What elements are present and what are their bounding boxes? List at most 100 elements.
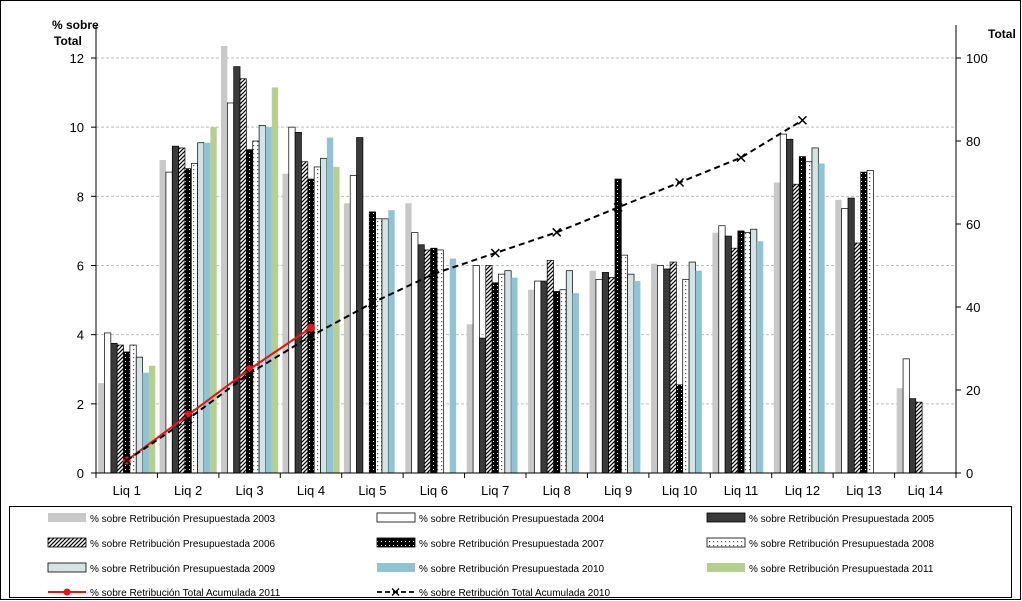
x-tick-label: Liq 8 [543, 483, 571, 498]
bar-white [595, 278, 603, 474]
bar-dotted-white [866, 170, 874, 474]
bar-dotted-white [559, 289, 567, 474]
legend-swatch-dotted-black [376, 537, 416, 548]
y-right-tick-label: 60 [966, 217, 980, 232]
bar-darkgray [110, 342, 118, 474]
axes: 0 2 4 6 8 10 12 0 20 40 60 80 100 Liq 1 Liq 2 Liq 3 Liq … [70, 25, 988, 498]
x-tick-label: Liq 5 [358, 483, 386, 498]
bar-hatched [792, 183, 800, 474]
point-acumulada-2010 [552, 227, 562, 237]
bar-hatched [915, 401, 923, 474]
legend-box [9, 506, 1012, 598]
point-acumulada-2010 [675, 177, 685, 188]
legend-swatch-lightteal [47, 562, 87, 573]
bar-dotted-white [252, 140, 260, 474]
bar-lightblue [695, 270, 702, 473]
bar-gray [835, 199, 842, 473]
legend-label: % sobre Retribución Presupuestada 2003 [90, 514, 276, 525]
bar-gray [712, 232, 719, 473]
bar-white [534, 280, 542, 474]
bar-darkgray [724, 235, 732, 474]
bar-gray [220, 45, 228, 473]
bar-darkgray [847, 197, 855, 474]
bar-white [104, 332, 112, 474]
bar-lightblue [818, 163, 825, 473]
bar-gray [343, 203, 351, 473]
bar-lightblue [634, 281, 641, 473]
y-left-tick-label: 8 [77, 189, 84, 204]
bar-gray [589, 270, 596, 473]
y-right-tick-label: 80 [966, 134, 980, 149]
bar-lightblue [204, 142, 211, 473]
bar-hatched [546, 259, 554, 474]
bar-green [210, 127, 217, 474]
bar-gray [282, 173, 289, 473]
bar-lightblue [756, 241, 764, 473]
bar-white [288, 126, 296, 474]
x-tick-label: Liq 7 [481, 483, 509, 498]
bar-white [656, 265, 665, 474]
x-tick-label: Liq 13 [846, 483, 881, 498]
bar-lightteal [504, 270, 512, 474]
point-acumulada-2010 [367, 298, 377, 308]
bar-lightblue [326, 137, 334, 473]
legend-swatch-lightblue [377, 563, 415, 572]
y-left-tick-label: 0 [77, 466, 84, 481]
bar-dotted-white [436, 249, 444, 474]
bar-white [226, 102, 235, 474]
y-right-tick-label: 100 [966, 51, 988, 66]
y-axis-left-title-line2: Total [54, 34, 82, 48]
bar-dotted-white [190, 163, 199, 474]
bar-white [411, 232, 419, 474]
point-acumulada-2010 [797, 115, 807, 125]
bar-darkgray [540, 280, 548, 474]
y-right-tick-label: 20 [966, 383, 980, 398]
bar-darkgray [356, 137, 364, 474]
bar-dotted-black [430, 247, 438, 474]
y-left-tick-label: 2 [77, 397, 84, 412]
bar-lightteal [135, 356, 143, 474]
bar-dotted-black [368, 211, 376, 474]
bar-dotted-black [553, 291, 561, 474]
bar-dotted-black [491, 282, 499, 474]
legend-label: % sobre Retribución Presupuestada 2006 [90, 539, 276, 550]
bar-dotted-white [682, 278, 690, 474]
point-acumulada-2011 [184, 410, 193, 419]
legend-label: % sobre Retribución Presupuestada 2007 [419, 539, 605, 550]
bar-hatched [239, 78, 247, 474]
legend-label: % sobre Retribución Presupuestada 2010 [419, 564, 605, 575]
y-right-tick-label: 40 [966, 300, 980, 315]
bar-white [841, 208, 849, 474]
x-tick-label: Liq 4 [297, 483, 325, 498]
bar-darkgray [294, 132, 302, 474]
y-axis-left-title-line1: % sobre [52, 18, 99, 32]
legend-swatch-green [707, 563, 745, 572]
line-acumulada-2010 [126, 119, 803, 462]
bar-dotted-black [860, 171, 868, 474]
bar-gray [159, 160, 166, 474]
bar-white [779, 133, 787, 474]
bar-darkgray [601, 272, 609, 474]
lines [122, 115, 807, 466]
bar-hatched [423, 249, 432, 474]
y-axis-right-title: Total [988, 27, 1016, 41]
x-tick-label: Liq 10 [662, 483, 697, 498]
bar-darkgray [417, 244, 425, 474]
y-left-tick-label: 10 [70, 120, 84, 135]
bar-white [349, 175, 357, 474]
y-left-tick-label: 6 [77, 259, 84, 274]
legend-label: % sobre Retribución Total Acumulada 2011 [90, 588, 281, 599]
point-acumulada-2010 [613, 202, 623, 212]
bar-hatched [853, 242, 862, 474]
point-acumulada-2010 [306, 331, 316, 341]
bar-white [718, 225, 726, 474]
bar-dotted-black [246, 149, 254, 474]
legend-label: % sobre Retribución Presupuestada 2005 [749, 514, 935, 525]
legend-swatch-x-marker [391, 588, 400, 596]
bar-lightblue [572, 293, 579, 473]
legend-label: % sobre Retribución Presupuestada 2004 [419, 514, 605, 525]
bar-lightteal [811, 147, 819, 474]
bar-hatched [485, 265, 493, 474]
line-acumulada-2011 [126, 326, 312, 462]
x-tick-label: Liq 2 [174, 483, 202, 498]
